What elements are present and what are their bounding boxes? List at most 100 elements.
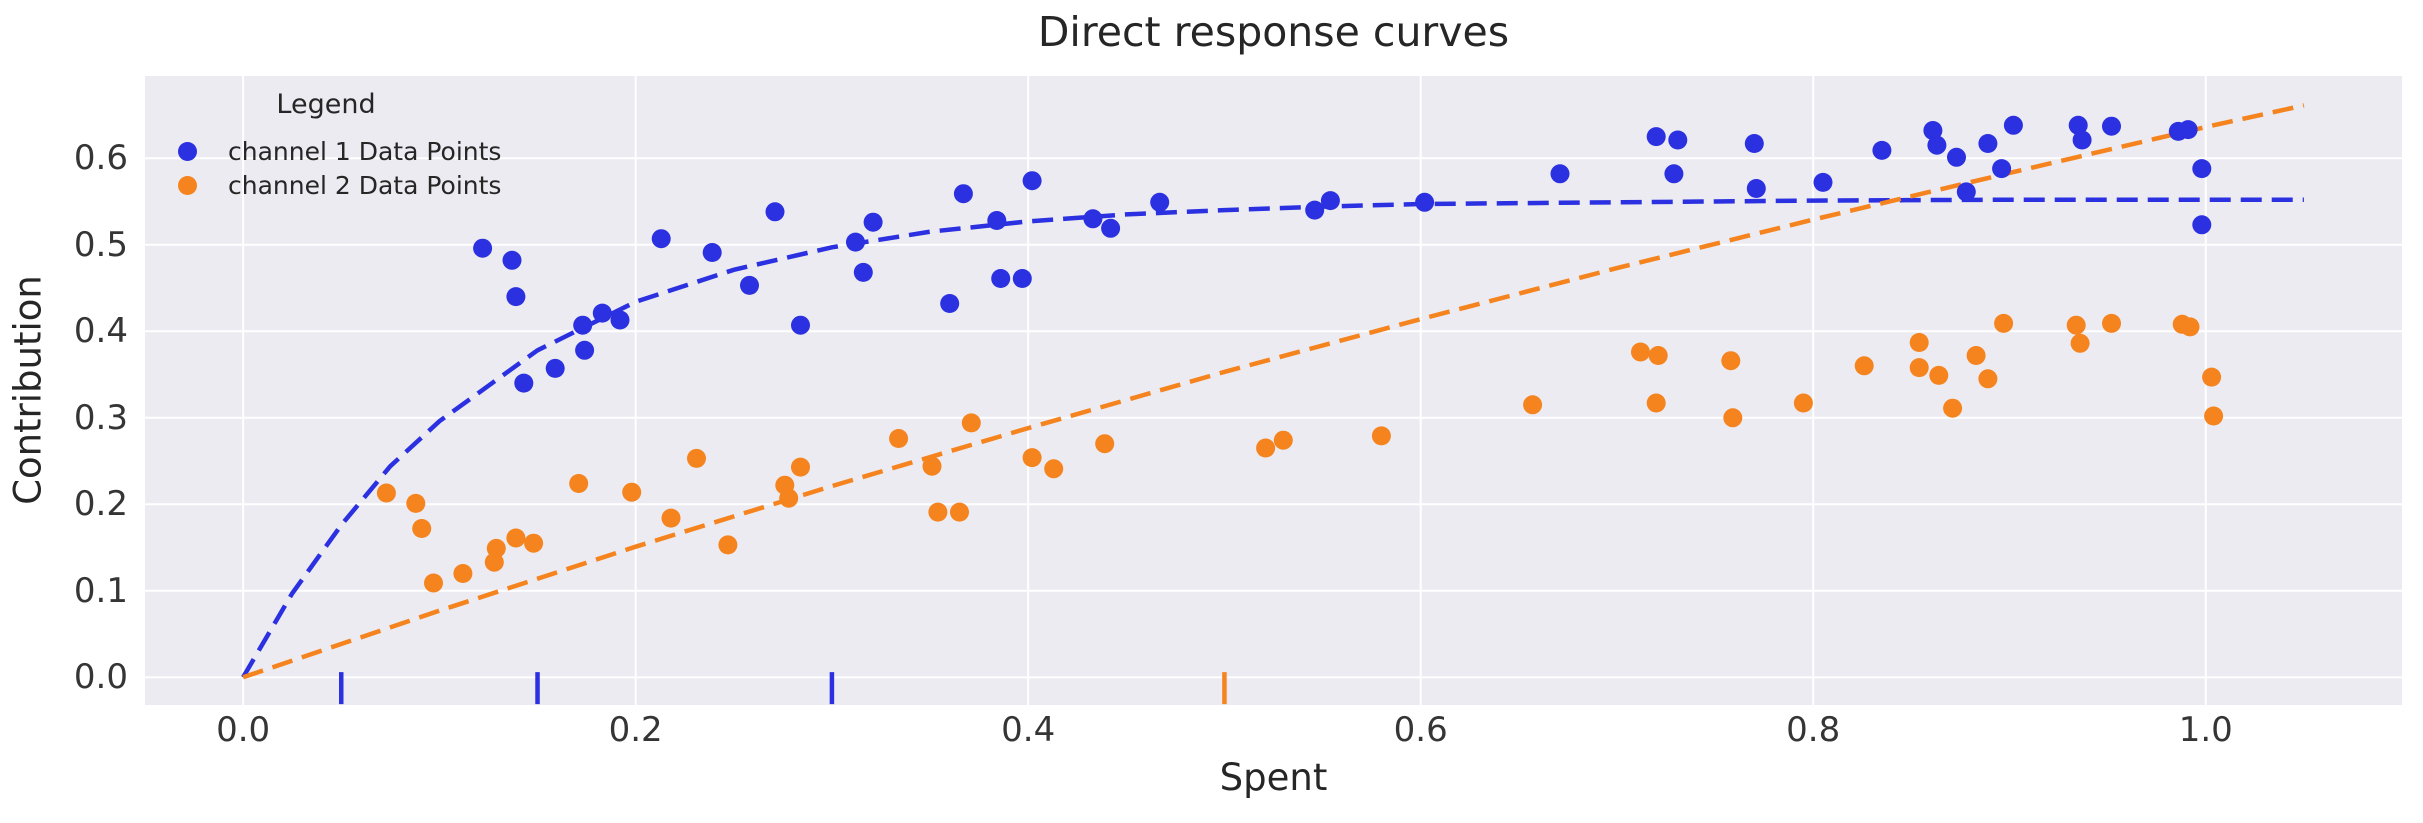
legend: Legend channel 1 Data Points channel 2 D… xyxy=(170,88,501,202)
data-point-channel-1 xyxy=(991,269,1011,288)
data-point-channel-2 xyxy=(2202,367,2222,387)
data-point-channel-1 xyxy=(2178,120,2198,140)
y-tick-label: 0.3 xyxy=(73,397,128,438)
x-tick-label: 0.8 xyxy=(1786,710,1841,750)
data-point-channel-1 xyxy=(1872,140,1892,160)
legend-title: Legend xyxy=(276,89,376,120)
data-point-channel-1 xyxy=(1012,269,1032,288)
data-point-channel-1 xyxy=(1744,134,1764,153)
y-tick-label: 0.2 xyxy=(73,484,128,525)
chart-title: Direct response curves xyxy=(1037,8,1510,56)
data-point-channel-2 xyxy=(928,502,948,522)
data-point-channel-2 xyxy=(922,456,942,476)
data-point-channel-1 xyxy=(1022,171,1042,191)
data-point-channel-1 xyxy=(2192,215,2212,235)
data-point-channel-1 xyxy=(592,303,612,323)
data-point-channel-2 xyxy=(961,413,981,433)
data-point-channel-1 xyxy=(1305,200,1325,220)
data-point-channel-1 xyxy=(765,202,785,222)
legend-entry-label: channel 1 Data Points xyxy=(228,136,502,166)
x-tick-label: 0.0 xyxy=(216,710,271,750)
data-point-channel-2 xyxy=(1646,393,1666,413)
data-point-channel-1 xyxy=(573,315,593,335)
data-point-channel-2 xyxy=(506,528,526,548)
legend-entry-channel-1: channel 1 Data Points xyxy=(170,134,501,168)
data-point-channel-2 xyxy=(2070,333,2090,353)
data-point-channel-1 xyxy=(940,294,960,313)
data-point-channel-1 xyxy=(1646,127,1666,147)
data-point-channel-1 xyxy=(846,232,865,252)
data-point-channel-2 xyxy=(1994,313,2014,333)
data-point-channel-1 xyxy=(575,340,595,360)
data-point-channel-1 xyxy=(1813,172,1833,192)
data-point-channel-2 xyxy=(1929,365,1949,385)
y-tick-label: 0.0 xyxy=(73,657,128,698)
x-tick-label: 1.0 xyxy=(2178,710,2233,750)
data-point-channel-1 xyxy=(545,358,565,378)
data-point-channel-2 xyxy=(1022,448,1042,468)
data-point-channel-2 xyxy=(412,519,432,538)
data-point-channel-2 xyxy=(779,488,799,508)
data-point-channel-2 xyxy=(950,502,969,522)
x-tick-label: 0.2 xyxy=(608,710,663,750)
data-point-channel-1 xyxy=(2003,115,2023,135)
data-point-channel-1 xyxy=(651,229,671,249)
data-point-channel-1 xyxy=(610,310,630,330)
y-tick-label: 0.6 xyxy=(73,138,128,179)
data-point-channel-1 xyxy=(791,315,810,335)
data-point-channel-1 xyxy=(2068,115,2088,135)
data-point-channel-2 xyxy=(661,508,681,528)
data-point-channel-1 xyxy=(1956,182,1976,202)
data-point-channel-2 xyxy=(622,482,642,502)
y-tick-label: 0.1 xyxy=(73,570,128,611)
data-point-channel-1 xyxy=(1668,130,1688,150)
data-point-channel-2 xyxy=(1256,438,1276,458)
data-point-channel-2 xyxy=(687,448,706,468)
data-point-channel-2 xyxy=(2102,313,2121,333)
data-point-channel-2 xyxy=(1966,346,1986,365)
x-tick-label: 0.4 xyxy=(1001,710,1056,750)
data-point-channel-2 xyxy=(1095,434,1115,454)
data-point-channel-1 xyxy=(740,275,759,295)
data-point-channel-1 xyxy=(1550,164,1570,184)
data-point-channel-2 xyxy=(718,535,738,555)
data-point-channel-2 xyxy=(791,457,810,477)
data-point-channel-1 xyxy=(863,212,883,232)
channel-2-marker-icon xyxy=(178,175,197,195)
data-point-channel-2 xyxy=(1978,369,1998,389)
data-point-channel-1 xyxy=(1415,192,1435,212)
data-point-channel-1 xyxy=(473,238,493,258)
data-point-channel-2 xyxy=(453,564,473,583)
data-point-channel-1 xyxy=(987,211,1007,230)
data-point-channel-2 xyxy=(376,483,396,503)
data-point-channel-1 xyxy=(1923,121,1943,140)
response-curve-channel-1 xyxy=(241,197,2304,679)
legend-entry-label: channel 2 Data Points xyxy=(228,170,502,200)
data-point-channel-1 xyxy=(1927,135,1947,155)
data-point-channel-1 xyxy=(853,262,873,282)
data-point-channel-2 xyxy=(2180,317,2200,337)
data-point-channel-1 xyxy=(2192,159,2212,179)
data-point-channel-1 xyxy=(1992,159,2012,179)
y-tick-label: 0.4 xyxy=(73,311,128,352)
data-point-channel-1 xyxy=(1150,192,1170,212)
data-point-channel-1 xyxy=(502,250,522,270)
data-point-channel-2 xyxy=(1273,430,1293,450)
data-point-channel-2 xyxy=(1523,395,1543,415)
x-axis-label: Spent xyxy=(1219,756,1328,799)
data-point-channel-2 xyxy=(1854,356,1874,376)
data-point-channel-2 xyxy=(1909,333,1929,352)
x-tick-label: 0.6 xyxy=(1393,710,1448,750)
data-point-channel-1 xyxy=(1746,179,1766,198)
data-point-channel-2 xyxy=(1631,342,1650,362)
channel-1-marker-icon xyxy=(178,141,197,161)
data-point-channel-2 xyxy=(524,533,544,553)
data-point-channel-2 xyxy=(1943,398,1963,418)
data-point-channel-1 xyxy=(1320,191,1340,211)
data-point-channel-1 xyxy=(2072,130,2092,150)
data-point-channel-1 xyxy=(953,184,973,204)
y-tick-label: 0.5 xyxy=(73,224,128,265)
data-point-channel-2 xyxy=(889,429,909,448)
response-curve-channel-2 xyxy=(242,103,2305,680)
